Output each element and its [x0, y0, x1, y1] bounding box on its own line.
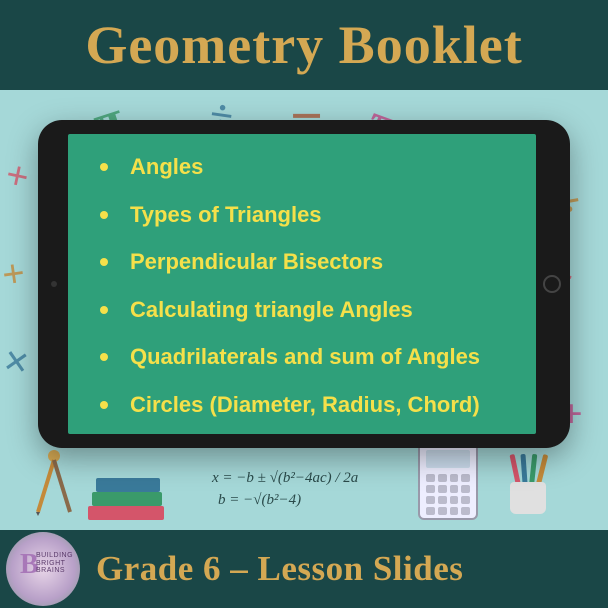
bullet-dot-icon: [100, 306, 108, 314]
tablet-frame: Angles Types of Triangles Perpendicular Bi…: [38, 120, 570, 448]
bullet-item: Quadrilaterals and sum of Angles: [86, 344, 518, 370]
calculator-icon: [418, 442, 478, 520]
bullet-item: Perpendicular Bisectors: [86, 249, 518, 275]
tablet-home-button-icon: [543, 275, 561, 293]
bullet-text: Angles: [130, 154, 203, 180]
bullet-text: Circles (Diameter, Radius, Chord): [130, 392, 480, 418]
math-symbol-icon: +: [1, 150, 33, 201]
header-bar: Geometry Booklet: [0, 0, 608, 90]
bullet-item: Angles: [86, 154, 518, 180]
bullet-item: Calculating triangle Angles: [86, 297, 518, 323]
compass-icon: [24, 446, 84, 521]
tablet-camera-icon: [51, 281, 57, 287]
bullet-text: Quadrilaterals and sum of Angles: [130, 344, 480, 370]
bullet-dot-icon: [100, 258, 108, 266]
bullet-text: Calculating triangle Angles: [130, 297, 413, 323]
bullet-item: Circles (Diameter, Radius, Chord): [86, 392, 518, 418]
footer-bar: B BUILDING BRIGHT BRAINS Grade 6 – Lesso…: [0, 530, 608, 608]
product-image: Geometry Booklet +×π÷−π÷π+×+ x = −b ± √(…: [0, 0, 608, 608]
math-symbol-icon: ×: [0, 334, 33, 389]
pencil-cup-icon: [510, 454, 550, 514]
formula-text: x = −b ± √(b²−4ac) / 2a: [212, 470, 358, 487]
books-icon: [86, 466, 166, 520]
footer-title: Grade 6 – Lesson Slides: [96, 549, 463, 589]
logo-text: BUILDING BRIGHT BRAINS: [36, 552, 72, 575]
mid-section: +×π÷−π÷π+×+ x = −b ± √(b²−4ac) / 2a b = …: [0, 90, 608, 530]
bullet-dot-icon: [100, 211, 108, 219]
page-title: Geometry Booklet: [85, 14, 522, 76]
formula-text-2: b = −√(b²−4): [218, 492, 301, 509]
bullet-dot-icon: [100, 163, 108, 171]
bullet-text: Types of Triangles: [130, 202, 322, 228]
math-symbol-icon: +: [0, 249, 28, 299]
bullet-item: Types of Triangles: [86, 202, 518, 228]
bullet-dot-icon: [100, 401, 108, 409]
bullet-dot-icon: [100, 353, 108, 361]
tablet-screen: Angles Types of Triangles Perpendicular Bi…: [68, 134, 536, 434]
bullet-text: Perpendicular Bisectors: [130, 249, 383, 275]
brand-logo: B BUILDING BRIGHT BRAINS: [6, 532, 80, 606]
